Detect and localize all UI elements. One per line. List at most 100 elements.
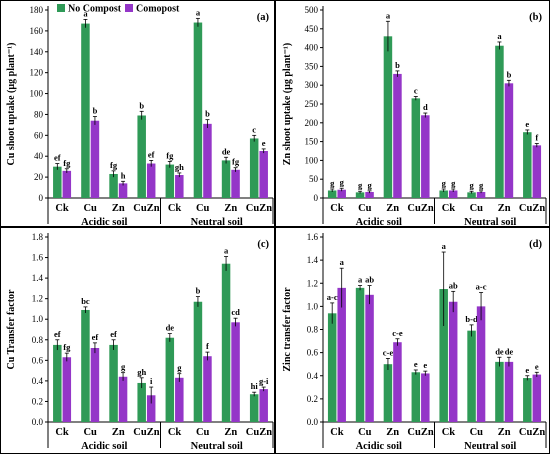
bar: [231, 169, 240, 198]
x-tick-label: Cu: [358, 203, 372, 214]
x-tick-label: CuZn: [519, 427, 545, 438]
bar: [476, 191, 486, 198]
significance-label: g: [340, 177, 345, 187]
bar: [118, 183, 128, 198]
group-label: Neutral soil: [191, 217, 243, 228]
bar: [411, 372, 421, 422]
x-tick-label: Cu: [83, 427, 97, 438]
significance-label: de: [166, 323, 175, 333]
significance-label: ab: [449, 280, 458, 290]
y-axis-label: Cu Transfer factor: [6, 289, 17, 370]
bar: [221, 263, 231, 422]
x-tick-label: Cu: [470, 427, 484, 438]
significance-label: bc: [81, 296, 90, 306]
bar: [81, 23, 90, 199]
x-tick-label: Zn: [224, 203, 237, 214]
legend-label-no-compost: No Compost: [68, 4, 122, 15]
significance-label: a: [224, 246, 229, 256]
x-tick-label: Ck: [330, 203, 344, 214]
y-axis-label: Zinc transfer factor: [282, 287, 293, 372]
x-tick-label: CuZn: [246, 427, 272, 438]
significance-label: b: [205, 109, 210, 119]
y-tick-label: 1.2: [32, 294, 43, 304]
significance-label: ef: [92, 332, 99, 342]
bar: [249, 394, 259, 422]
significance-label: a-c: [327, 292, 338, 302]
significance-label: g: [358, 180, 363, 190]
y-tick-label: 0.0: [32, 417, 44, 427]
significance-label: gh: [137, 367, 146, 377]
y-tick-label: 60: [34, 130, 44, 140]
significance-label: g: [177, 363, 182, 373]
significance-label: g: [367, 180, 372, 190]
y-tick-label: 0.6: [32, 355, 44, 365]
y-tick-label: 150: [305, 137, 319, 147]
y-tick-label: 1.6: [307, 232, 319, 242]
significance-label: c-e: [392, 328, 403, 338]
x-tick-label: Zn: [386, 203, 399, 214]
significance-label: ab: [365, 275, 374, 285]
x-tick-label: CuZn: [519, 203, 545, 214]
y-tick-label: 500: [305, 5, 319, 15]
y-tick-label: 0: [314, 193, 319, 203]
bar: [532, 374, 542, 422]
bar: [523, 132, 532, 198]
y-tick-label: 0.8: [32, 335, 44, 345]
group-label: Acidic soil: [81, 217, 127, 228]
x-tick-label: Ck: [330, 427, 344, 438]
significance-label: c: [414, 85, 418, 95]
x-tick-label: Cu: [196, 427, 210, 438]
bar: [203, 123, 212, 198]
y-tick-label: 100: [30, 89, 44, 99]
significance-label: g-i: [259, 376, 269, 386]
panel-label: (c): [257, 239, 269, 250]
bar: [203, 356, 212, 422]
panel-label: (b): [529, 12, 542, 23]
chart-panel-2: 0 50 100 150 200 250 300 350 400 450 500 Zn shoot u…: [282, 5, 547, 228]
bar: [365, 191, 374, 198]
bar: [53, 344, 62, 422]
y-tick-label: 180: [30, 5, 44, 15]
bar: [383, 36, 393, 198]
chart-panel-4: 0.0 0.2 0.4 0.6 0.8 1.0 1.2 1.4 1.6 Zinc transfer…: [282, 232, 547, 452]
bar: [109, 173, 118, 198]
bar: [327, 190, 337, 198]
significance-label: b: [93, 106, 98, 116]
x-tick-label: Zn: [112, 427, 125, 438]
bar: [137, 382, 146, 422]
significance-label: de: [222, 146, 231, 156]
significance-label: cd: [231, 307, 240, 317]
significance-label: b: [196, 286, 201, 296]
bar: [383, 364, 393, 422]
bar: [221, 160, 231, 198]
significance-label: a: [358, 275, 363, 285]
x-tick-label: Cu: [83, 203, 97, 214]
significance-label: e: [414, 359, 418, 369]
significance-label: g: [442, 178, 447, 188]
x-tick-label: CuZn: [407, 203, 433, 214]
significance-label: ef: [110, 329, 117, 339]
bar: [81, 309, 90, 422]
x-tick-label: Zn: [112, 203, 125, 214]
significance-label: d: [423, 102, 428, 112]
bar: [62, 357, 72, 422]
significance-label: g: [479, 180, 484, 190]
bar: [355, 192, 365, 198]
bar: [504, 83, 514, 198]
bar: [146, 163, 156, 198]
y-tick-label: 400: [305, 43, 319, 53]
y-tick-label: 40: [34, 151, 44, 161]
significance-label: ef: [54, 329, 61, 339]
significance-label: i: [150, 376, 153, 386]
y-tick-label: 1.4: [307, 255, 319, 265]
significance-label: b-d: [465, 314, 478, 324]
bar: [175, 175, 184, 198]
significance-label: c: [252, 124, 256, 134]
significance-label: a: [340, 257, 345, 267]
y-tick-label: 160: [30, 26, 44, 36]
x-tick-label: CuZn: [133, 203, 159, 214]
y-tick-label: 50: [309, 174, 319, 184]
bar: [495, 361, 504, 422]
y-tick-label: 1.0: [32, 314, 44, 324]
